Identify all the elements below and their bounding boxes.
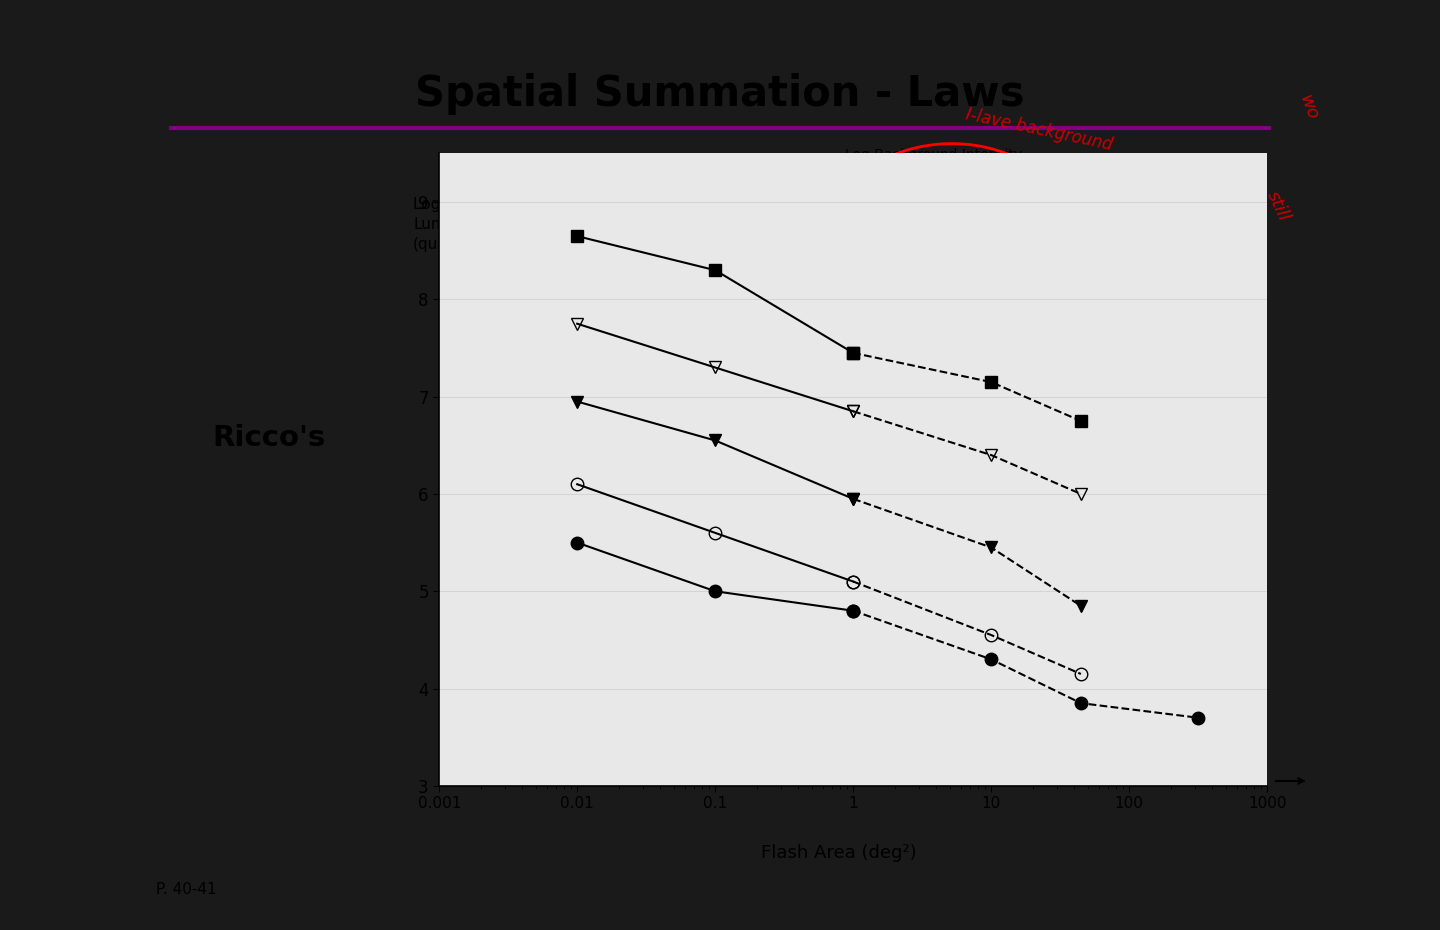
Text: P. 40-41: P. 40-41 [157,882,217,897]
Text: 4.96: 4.96 [896,279,926,293]
Text: Ch 2: Ch 2 [1122,302,1171,325]
Text: 3.65: 3.65 [896,322,926,336]
Text: Flash Area (deg²): Flash Area (deg²) [762,844,917,862]
Text: Ricco's: Ricco's [212,424,325,452]
Text: still: still [1263,188,1292,224]
Text: (Law's: (Law's [1066,202,1126,228]
Text: Spatial Summation - Laws: Spatial Summation - Laws [415,73,1025,115]
Text: UNk: UNk [742,185,786,209]
Text: wo: wo [1296,93,1322,123]
Text: Piper's: Piper's [986,558,1104,587]
Text: 7.83: 7.83 [896,193,926,206]
Text: Log Threshold
Luminance
(quanta/s/deg²): Log Threshold Luminance (quanta/s/deg²) [413,197,531,252]
Text: Log Background Intensity: Log Background Intensity [845,148,1022,162]
Text: No Background: No Background [896,365,1002,379]
Text: I-lave background: I-lave background [965,106,1115,154]
Text: Flash Duration = 0.0085 s: Flash Duration = 0.0085 s [488,775,670,789]
Text: 5.94: 5.94 [896,235,926,249]
